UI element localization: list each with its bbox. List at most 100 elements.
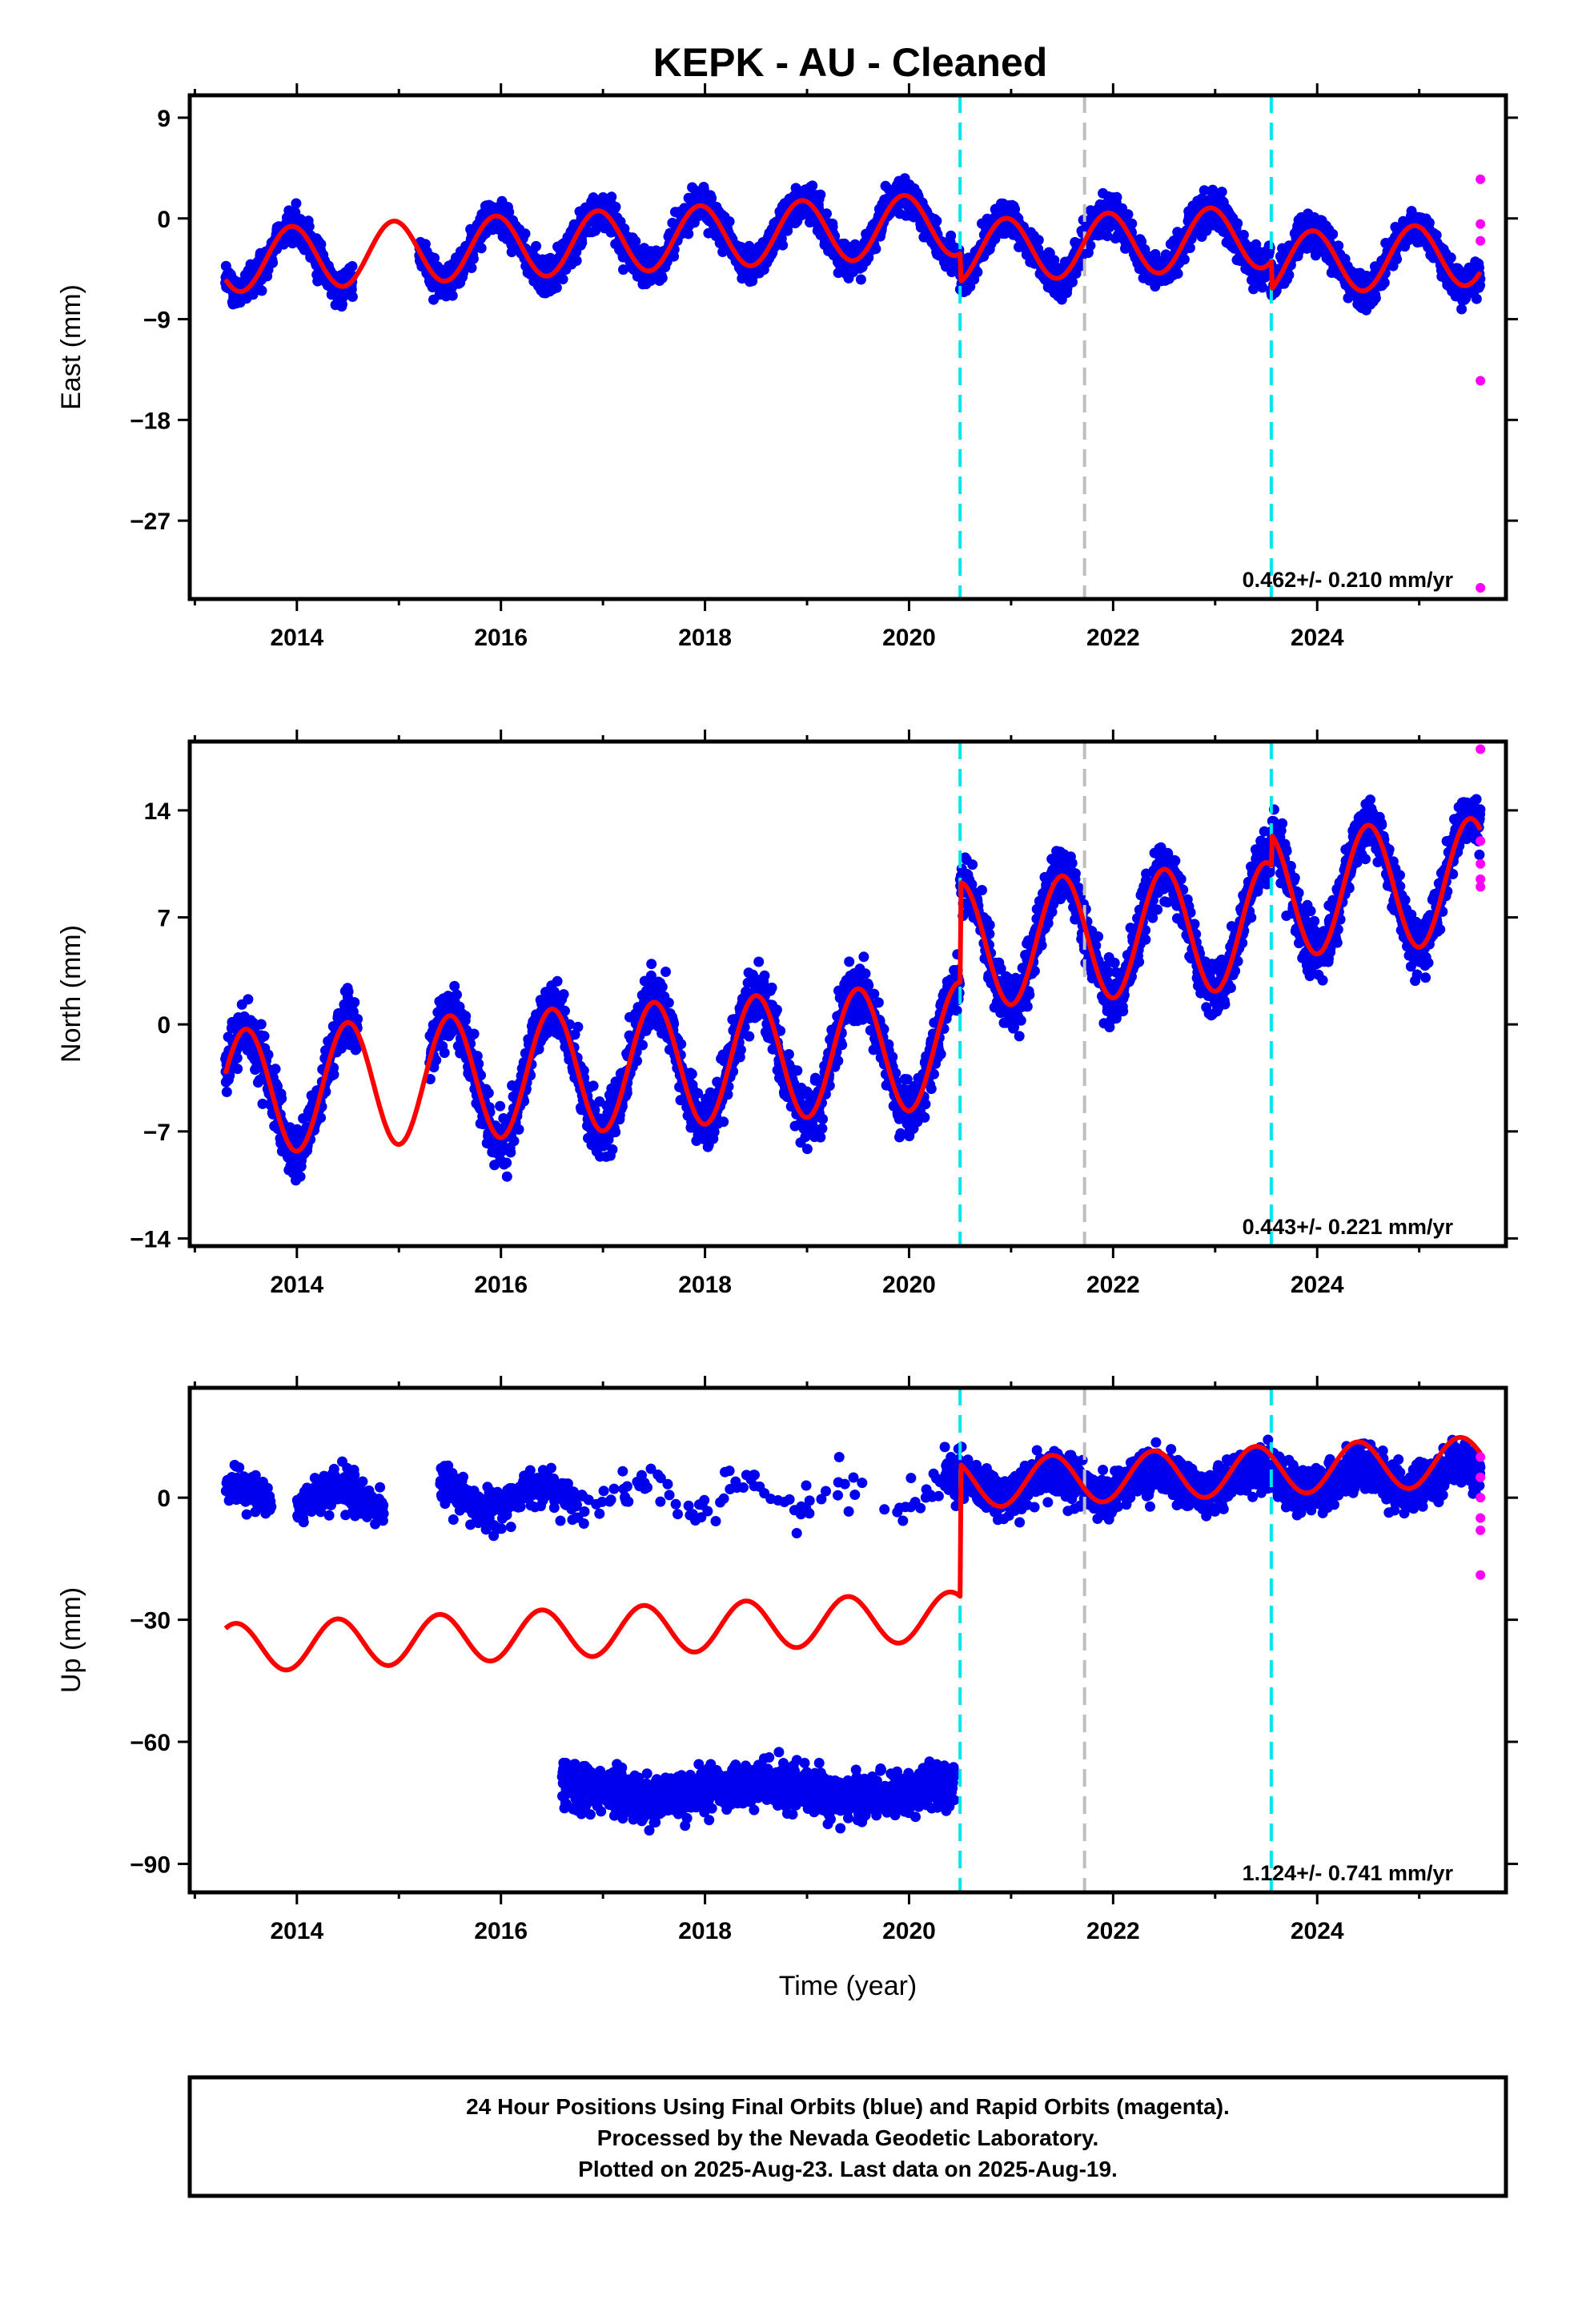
- final-orbit-point: [1232, 218, 1243, 229]
- x-tick-label: 2016: [474, 625, 528, 651]
- rapid-orbit-point: [1476, 376, 1486, 386]
- final-orbit-point: [267, 257, 279, 268]
- final-orbit-point: [607, 1144, 618, 1155]
- final-orbit-point: [221, 1087, 232, 1097]
- final-orbit-point: [1257, 282, 1268, 293]
- final-orbit-point: [1184, 243, 1195, 253]
- final-orbit-point: [777, 239, 789, 251]
- x-tick-label: 2014: [270, 625, 323, 651]
- final-orbit-point: [466, 263, 477, 273]
- final-orbit-point: [576, 237, 588, 248]
- final-orbit-point: [501, 1157, 512, 1168]
- final-orbit-point: [1216, 187, 1227, 198]
- final-orbit-point: [1126, 218, 1138, 229]
- final-orbit-point: [513, 1124, 524, 1135]
- final-orbit-point: [460, 1011, 472, 1022]
- final-orbit-point: [291, 198, 302, 209]
- final-orbit-point: [683, 228, 694, 239]
- final-orbit-point: [1379, 277, 1390, 288]
- final-orbit-point: [610, 1127, 621, 1138]
- final-orbit-point: [347, 261, 358, 271]
- final-orbit-point: [1327, 228, 1339, 239]
- final-orbit-point: [1178, 254, 1190, 265]
- final-orbit-point: [588, 1080, 599, 1092]
- final-orbit-point: [632, 1055, 643, 1067]
- chart-title: KEPK - AU - Cleaned: [653, 40, 1048, 85]
- rapid-orbit-point: [1476, 219, 1486, 229]
- final-orbit-point: [1370, 292, 1381, 304]
- final-orbit-point: [452, 989, 462, 1000]
- final-orbit-point: [303, 221, 315, 232]
- y-tick-label: 9: [157, 106, 171, 132]
- final-orbit-point: [1445, 252, 1456, 263]
- final-orbit-point: [946, 230, 957, 241]
- x-tick-label: 2024: [1291, 625, 1344, 651]
- y-axis-label: East (mm): [56, 284, 86, 410]
- final-orbit-point: [328, 1069, 339, 1080]
- final-orbit-point: [508, 1136, 520, 1147]
- final-orbit-point: [255, 1019, 267, 1030]
- final-orbit-point: [724, 216, 735, 227]
- final-orbit-point: [1423, 217, 1435, 228]
- x-tick-label: 2020: [882, 625, 936, 651]
- final-orbit-point: [468, 1028, 480, 1039]
- final-orbit-point: [1172, 268, 1183, 279]
- final-orbit-point: [243, 994, 254, 1005]
- final-orbit-point: [552, 975, 563, 987]
- y-tick-label: −18: [130, 408, 171, 434]
- final-orbit-point: [815, 189, 826, 200]
- final-orbit-point: [501, 1171, 512, 1182]
- final-orbit-point: [656, 272, 668, 283]
- final-orbit-point: [572, 1021, 584, 1032]
- rapid-orbit-point: [1476, 235, 1486, 246]
- rapid-orbit-point: [1476, 174, 1486, 184]
- x-tick-label: 2018: [678, 625, 732, 651]
- final-orbit-point: [571, 255, 582, 266]
- final-orbit-point: [1471, 293, 1482, 304]
- x-tick-label: 2022: [1086, 625, 1140, 651]
- final-orbit-point: [495, 1100, 506, 1112]
- final-orbit-point: [276, 1093, 287, 1104]
- final-orbit-point: [483, 1088, 494, 1099]
- final-orbit-point: [610, 201, 621, 212]
- final-orbit-point: [706, 193, 717, 203]
- final-orbit-point: [972, 267, 983, 278]
- final-orbit-point: [270, 1063, 281, 1075]
- rapid-orbit-point: [1476, 583, 1486, 593]
- final-orbit-point: [1391, 254, 1403, 265]
- final-orbit-point: [468, 253, 479, 264]
- final-orbit-point: [520, 228, 531, 239]
- final-orbit-point: [439, 1047, 450, 1059]
- final-orbit-point: [232, 1063, 243, 1075]
- final-orbit-point: [259, 1031, 270, 1042]
- final-orbit-point: [821, 208, 832, 219]
- y-tick-label: 0: [157, 207, 171, 233]
- final-orbit-point: [931, 215, 942, 227]
- final-orbit-point: [1033, 235, 1044, 246]
- final-orbit-point: [807, 180, 818, 191]
- final-orbit-point: [349, 997, 360, 1008]
- y-tick-label: −27: [130, 509, 171, 535]
- final-orbit-point: [558, 989, 569, 1000]
- final-orbit-point: [476, 243, 487, 254]
- final-orbit-point: [352, 1014, 363, 1024]
- final-orbit-point: [429, 252, 440, 263]
- final-orbit-point: [557, 274, 568, 285]
- final-orbit-point: [447, 290, 458, 301]
- final-orbit-point: [870, 243, 881, 255]
- final-orbit-point: [315, 239, 327, 250]
- final-orbit-point: [606, 191, 617, 203]
- velocity-label: 0.462+/- 0.210 mm/yr: [1243, 568, 1454, 592]
- final-orbit-point: [1111, 191, 1122, 203]
- final-orbit-point: [855, 274, 866, 285]
- final-orbit-point: [256, 285, 267, 296]
- final-orbit-point: [343, 986, 354, 997]
- final-orbit-point: [504, 207, 515, 218]
- final-orbit-point: [1283, 269, 1295, 280]
- final-orbit-point: [347, 292, 358, 302]
- final-orbit-point: [551, 282, 562, 293]
- final-orbit-point: [295, 1171, 306, 1182]
- final-orbit-point: [531, 240, 542, 251]
